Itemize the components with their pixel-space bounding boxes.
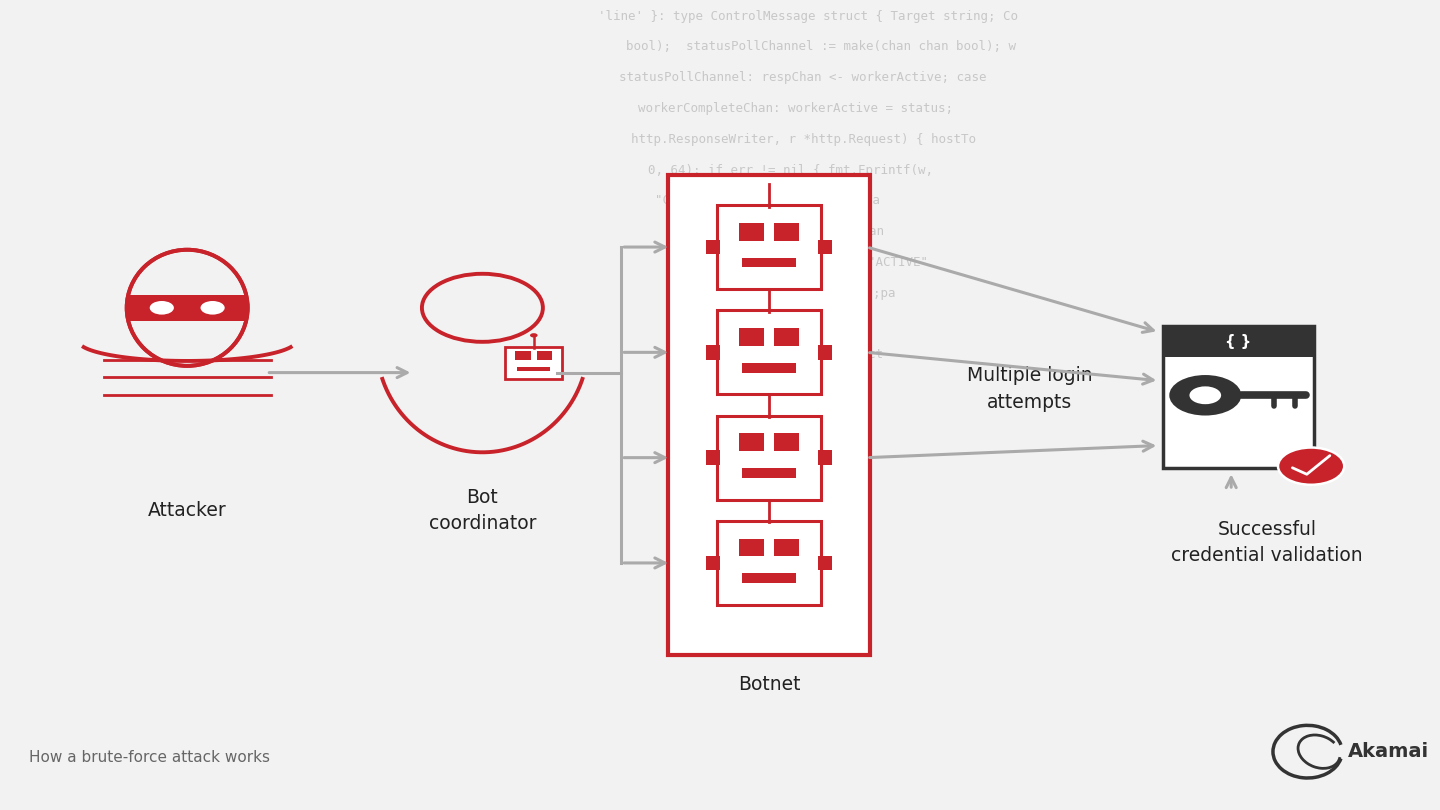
Circle shape: [530, 333, 537, 338]
Bar: [818, 240, 832, 254]
Bar: [742, 258, 796, 267]
Circle shape: [150, 301, 174, 314]
Bar: [706, 556, 720, 570]
Circle shape: [1169, 375, 1241, 416]
Text: case msg :=: case msg :=: [763, 379, 845, 392]
Text: workerCompleteChan: workerActive = status;: workerCompleteChan: workerActive = statu…: [638, 102, 953, 115]
Bar: [818, 556, 832, 570]
Circle shape: [200, 301, 225, 314]
FancyBboxPatch shape: [505, 347, 563, 379]
Bar: [818, 450, 832, 465]
Text: Akamai: Akamai: [1348, 742, 1428, 761]
Text: Bot
coordinator: Bot coordinator: [429, 488, 536, 533]
Bar: [739, 539, 765, 556]
Bar: [742, 468, 796, 478]
Bar: [773, 328, 799, 346]
Bar: [516, 352, 530, 360]
Bar: [706, 450, 720, 465]
Text: bool): workerAct: bool): workerAct: [763, 348, 883, 361]
FancyBboxPatch shape: [717, 205, 821, 289]
Bar: [127, 295, 248, 321]
Text: How a brute-force attack works: How a brute-force attack works: [29, 750, 269, 765]
Bar: [773, 433, 799, 451]
Bar: [773, 539, 799, 556]
Bar: [818, 345, 832, 360]
FancyBboxPatch shape: [1164, 326, 1315, 468]
Text: 0, 64); if err != nil { fmt.Fprintf(w,: 0, 64); if err != nil { fmt.Fprintf(w,: [648, 164, 933, 177]
Text: rveAt":1337", nil)); };pa: rveAt":1337", nil)); };pa: [708, 287, 896, 300]
Bar: [739, 433, 765, 451]
Text: hostTokens: hostTokens: [770, 441, 845, 454]
Circle shape: [1189, 386, 1221, 404]
Text: result  fmt.Fprint(w, "ACTIVE": result fmt.Fprint(w, "ACTIVE": [703, 256, 927, 269]
Bar: [739, 223, 765, 241]
Text: mechani: mechani: [778, 533, 829, 546]
Text: p.Request) { reqChan: p.Request) { reqChan: [734, 225, 884, 238]
Bar: [706, 345, 720, 360]
Bar: [1164, 326, 1315, 357]
Text: Attacker: Attacker: [148, 501, 226, 520]
Bar: [739, 328, 765, 346]
Bar: [742, 363, 796, 373]
Text: 'line' }: type ControlMessage struct { Target string; Co: 'line' }: type ControlMessage struct { T…: [598, 10, 1018, 23]
Text: Multiple login
attempts: Multiple login attempts: [966, 366, 1093, 411]
Text: { }: { }: [1225, 334, 1251, 349]
FancyBboxPatch shape: [717, 310, 821, 394]
Text: statusPollChannel: respChan <- workerActive; case: statusPollChannel: respChan <- workerAct…: [619, 71, 986, 84]
Text: http.ResponseWriter, r *http.Request) { hostTo: http.ResponseWriter, r *http.Request) { …: [631, 133, 976, 146]
Circle shape: [1279, 447, 1344, 484]
Text: bool);  statusPollChannel := make(chan chan bool); w: bool); statusPollChannel := make(chan ch…: [626, 40, 1017, 53]
Bar: [537, 352, 553, 360]
Bar: [706, 240, 720, 254]
Text: fmt.Fprint(w,: fmt.Fprint(w,: [763, 471, 861, 484]
FancyBboxPatch shape: [717, 416, 821, 500]
Text: Botnet: Botnet: [737, 675, 801, 694]
Text: issued for Ta: issued for Ta: [770, 502, 868, 515]
Text: Successful
credential validation: Successful credential validation: [1171, 520, 1364, 565]
Bar: [517, 367, 550, 372]
Bar: [742, 573, 796, 583]
Text: func admin(: func admin(: [770, 410, 852, 423]
FancyBboxPatch shape: [668, 175, 870, 655]
Bar: [773, 223, 799, 241]
Text: nt64; }; func ma: nt64; }; func ma: [742, 318, 861, 330]
FancyBboxPatch shape: [717, 521, 821, 605]
Text: "Control message issued for Ta: "Control message issued for Ta: [655, 194, 880, 207]
